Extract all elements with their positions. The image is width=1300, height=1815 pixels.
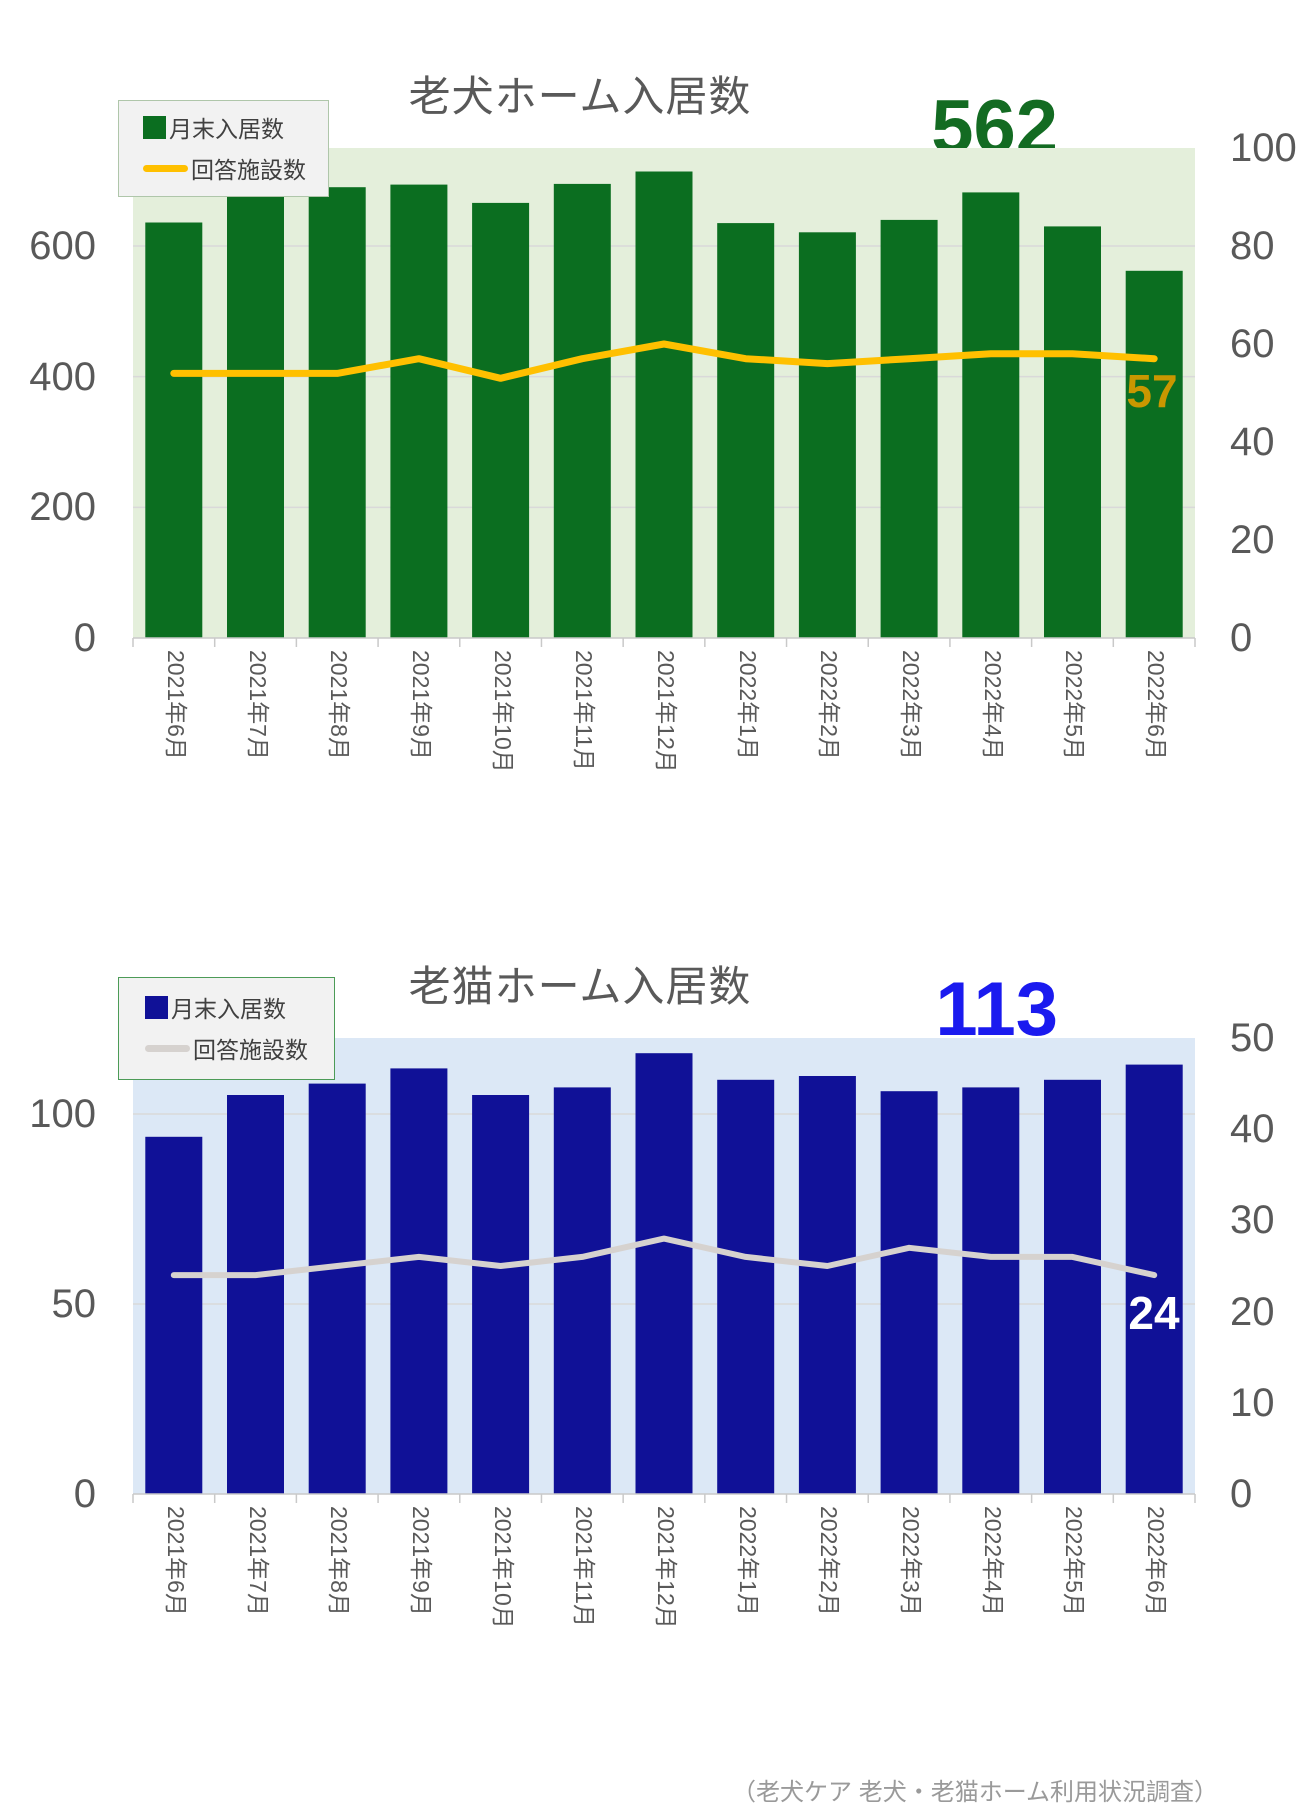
y-axis-tick-label-right: 20 (1230, 518, 1275, 562)
bar (145, 222, 203, 638)
bar (227, 196, 284, 639)
x-axis-tick-label: 2022年3月 (898, 650, 925, 760)
y-axis-tick-label-right: 100 (1230, 126, 1297, 170)
x-axis-tick-label: 2021年7月 (244, 1506, 271, 1616)
bar (308, 1083, 366, 1494)
x-axis-tick-label: 2021年11月 (571, 650, 598, 772)
bar (472, 202, 530, 638)
bar (1044, 226, 1101, 638)
x-axis-tick-label: 2022年2月 (816, 650, 843, 760)
x-axis-tick-label: 2022年1月 (734, 1506, 761, 1616)
y-axis-tick-label-right: 10 (1230, 1380, 1275, 1425)
x-axis-tick-label: 2021年9月 (407, 1506, 434, 1616)
bar (798, 232, 856, 639)
legend-item-line: 回答施設数 (145, 1031, 308, 1065)
x-axis-tick-label: 2021年7月 (244, 650, 271, 760)
y-axis-tick-label-right: 50 (1230, 1016, 1275, 1060)
y-axis-tick-label-left: 0 (73, 1472, 96, 1516)
source-note: （老犬ケア 老犬・老猫ホーム利用状況調査） (732, 1779, 1218, 1806)
y-axis-tick-label-left: 0 (73, 616, 96, 660)
bar (1125, 1064, 1183, 1494)
bar (962, 1087, 1020, 1494)
x-axis-tick-label: 2021年6月 (162, 650, 189, 760)
y-axis-tick-label-right: 20 (1230, 1289, 1275, 1334)
x-axis-tick-label: 2022年6月 (1143, 1506, 1170, 1616)
x-axis-tick-label: 2022年1月 (734, 650, 761, 760)
bar (635, 1053, 693, 1494)
x-axis-tick-label: 2021年12月 (653, 650, 679, 773)
bar (1125, 270, 1183, 638)
y-axis-tick-label-left: 400 (29, 354, 96, 399)
y-axis-tick-label-left: 200 (29, 485, 96, 530)
bar (308, 187, 366, 638)
y-axis-tick-label-right: 80 (1230, 224, 1275, 268)
x-axis-tick-label: 2022年4月 (979, 650, 1006, 760)
y-axis-tick-label-right: 60 (1230, 322, 1275, 366)
bar (1044, 1079, 1101, 1494)
line-swatch-icon (145, 1044, 190, 1052)
y-axis-tick-label-right: 0 (1230, 616, 1253, 660)
bar (635, 171, 693, 638)
bar (145, 1136, 203, 1494)
x-axis-tick-label: 2021年12月 (653, 1506, 679, 1629)
y-axis-tick-label-right: 40 (1230, 1107, 1275, 1152)
legend-item-bar: 月末入居数 (145, 990, 308, 1024)
chart-title: 老犬ホーム入居数 (408, 72, 752, 120)
x-axis-tick-label: 2021年8月 (326, 650, 353, 760)
y-axis-tick-label-right: 0 (1230, 1472, 1253, 1516)
line-swatch-icon (143, 164, 188, 172)
x-axis-tick-label: 2022年5月 (1061, 1506, 1088, 1616)
y-axis-tick-label-right: 30 (1230, 1198, 1275, 1243)
bar (717, 223, 775, 638)
bar (390, 184, 448, 638)
legend-label: 月末入居数 (171, 996, 286, 1022)
x-axis-tick-label: 2021年11月 (571, 1506, 598, 1628)
line-end-value: 24 (1128, 1287, 1180, 1339)
line-series (170, 340, 1158, 382)
latest-bar-value: 113 (935, 967, 1058, 1052)
legend: 月末入居数 回答施設数 (118, 977, 335, 1080)
legend-label: 回答施設数 (193, 1037, 308, 1063)
bar (798, 1076, 856, 1494)
plot-svg (132, 1038, 1196, 1503)
plot-svg (132, 148, 1196, 647)
bar-swatch-icon (145, 995, 168, 1019)
x-axis-tick-label: 2021年10月 (489, 650, 516, 773)
bar (880, 219, 938, 638)
x-axis-tick-label: 2022年6月 (1143, 650, 1170, 760)
y-axis-tick-label-right: 40 (1230, 420, 1275, 464)
legend-item-line: 回答施設数 (143, 151, 306, 185)
x-axis-tick-label: 2021年9月 (407, 650, 434, 760)
chart-title: 老猫ホーム入居数 (408, 962, 752, 1010)
legend-label: 回答施設数 (191, 157, 306, 183)
legend-label: 月末入居数 (169, 116, 284, 142)
bar (390, 1068, 448, 1494)
bar (717, 1079, 775, 1494)
bar (553, 1087, 611, 1494)
x-axis-tick-label: 2021年8月 (326, 1506, 353, 1616)
legend-item-bar: 月末入居数 (143, 110, 306, 144)
x-axis-tick-label: 2022年4月 (979, 1506, 1006, 1616)
line-end-value: 57 (1126, 365, 1178, 417)
bar (227, 1095, 284, 1494)
bar (553, 183, 611, 638)
bar (880, 1091, 938, 1494)
legend: 月末入居数 回答施設数 (118, 100, 329, 197)
x-axis-tick-label: 2022年2月 (816, 1506, 843, 1616)
bar (472, 1095, 530, 1494)
y-axis-tick-label-left: 50 (51, 1282, 97, 1326)
x-axis-tick-label: 2021年10月 (489, 1506, 516, 1629)
bar (962, 192, 1020, 638)
x-axis-tick-label: 2022年5月 (1061, 650, 1088, 760)
line-series (170, 1235, 1158, 1279)
y-axis-tick-label-left: 100 (29, 1092, 96, 1136)
x-axis-tick-label: 2022年3月 (898, 1506, 925, 1616)
bar-swatch-icon (143, 115, 166, 139)
y-axis-tick-label-left: 600 (29, 224, 96, 268)
x-axis-tick-label: 2021年6月 (162, 1506, 189, 1616)
